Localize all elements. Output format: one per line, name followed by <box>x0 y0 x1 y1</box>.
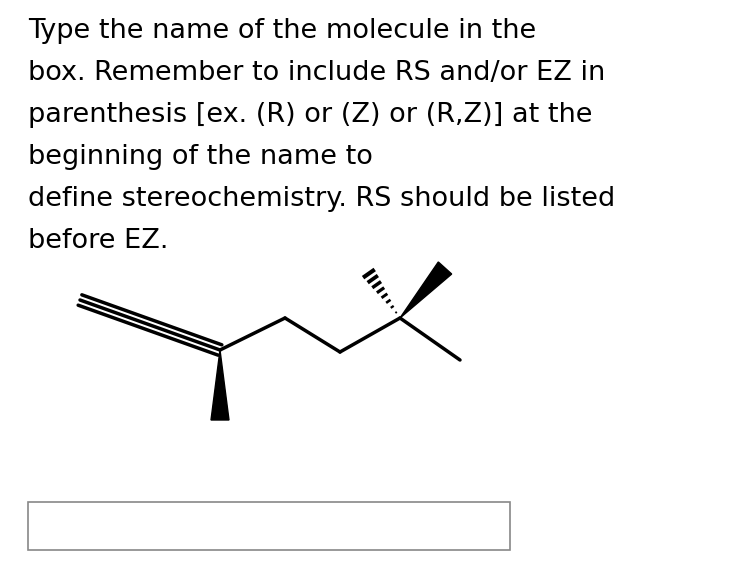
Polygon shape <box>400 262 452 318</box>
Text: box. Remember to include RS and/or EZ in: box. Remember to include RS and/or EZ in <box>28 60 605 86</box>
Bar <box>28 502 510 550</box>
Text: parenthesis [ex. (R) or (Z) or (R,Z)] at the: parenthesis [ex. (R) or (Z) or (R,Z)] at… <box>28 102 592 128</box>
Text: beginning of the name to: beginning of the name to <box>28 144 373 170</box>
Text: Type the name of the molecule in the: Type the name of the molecule in the <box>28 18 536 44</box>
Polygon shape <box>211 350 229 420</box>
Text: define stereochemistry. RS should be listed: define stereochemistry. RS should be lis… <box>28 186 616 212</box>
Text: before EZ.: before EZ. <box>28 228 168 254</box>
